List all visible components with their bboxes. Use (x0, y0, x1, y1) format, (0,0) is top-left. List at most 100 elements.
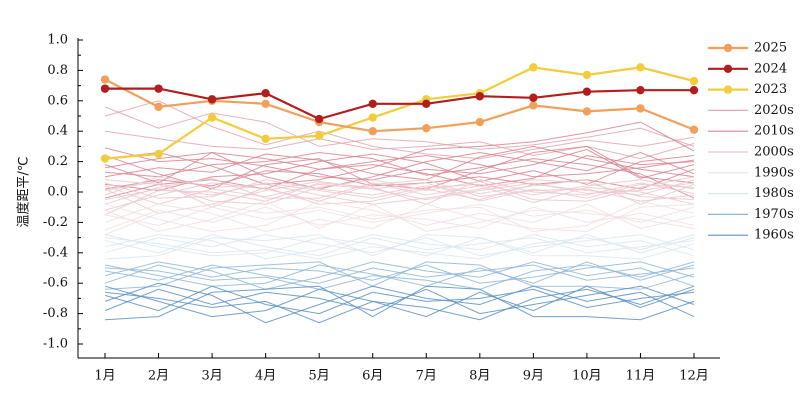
x-tick-label: 11月 (626, 369, 656, 384)
series-2025-point-7 (422, 123, 431, 133)
decade-1990s-line-5 (104, 200, 695, 233)
y-tick-label: 0.0 (47, 185, 68, 200)
x-tick-label: 10月 (572, 369, 602, 384)
legend: 2025 2024 2023 2020s 2010s 2000s 1990s 1980s 197… (708, 41, 794, 243)
series-2024-point-9 (529, 93, 538, 102)
y-tick-label: -0.4 (43, 245, 68, 260)
decade-1980s-line-5 (104, 234, 695, 260)
decade-1980s-line-4 (104, 234, 695, 260)
decade-2010s-line-6 (104, 151, 695, 199)
decade-2010s-line-2 (104, 145, 695, 181)
legend-label-2025: 2025 (754, 41, 787, 56)
legend-label-1960s: 1960s (754, 228, 794, 243)
series-2024-point-12 (689, 85, 699, 95)
x-tick-label: 7月 (416, 369, 437, 384)
series-2024-point-10 (582, 87, 592, 96)
series-2024-point-2 (154, 84, 163, 93)
decade-2010s-line-3 (104, 147, 695, 181)
decade-1960s-line-1 (104, 285, 695, 315)
decade-1980s-line-6 (104, 234, 695, 260)
series-2023-point-4 (261, 134, 270, 143)
decade-1960s-line-2 (104, 285, 695, 315)
series-2025-point-4 (261, 99, 270, 109)
y-axis-title: 温度距平/℃ (16, 157, 32, 228)
series-2023-point-11 (636, 63, 645, 72)
series-2023-point-5 (314, 131, 324, 140)
series-2025-point-12 (689, 125, 699, 134)
decade-1990s-line-6 (104, 200, 695, 236)
decade-1990s-line-4 (104, 203, 695, 233)
y-tick-label: -0.6 (43, 276, 68, 291)
decade-2000s-line-9 (104, 179, 695, 216)
x-tick-label: 6月 (362, 369, 383, 384)
series-2024-point-7 (422, 99, 431, 109)
series-2024-point-6 (368, 99, 377, 109)
legend-label-1990s: 1990s (754, 165, 794, 180)
legend-label-2020s: 2020s (754, 103, 794, 118)
series-2025-point-10 (582, 107, 592, 116)
y-tick-label: 0.6 (47, 93, 68, 108)
series-2023-point-2 (154, 149, 163, 159)
decade-2020s-line-3 (104, 130, 695, 160)
y-tick-label: 1.0 (47, 33, 68, 48)
series-2023-point-1 (100, 154, 110, 163)
decade-1970s-line-3 (104, 261, 695, 287)
legend-label-1980s: 1980s (754, 186, 794, 201)
x-tick-label: 4月 (255, 369, 276, 384)
y-tick-label: 0.2 (47, 154, 68, 169)
series-2024-point-5 (314, 114, 324, 124)
decade-2000s-line-4 (104, 176, 695, 205)
legend-marker-2024 (723, 64, 733, 74)
series-2024-point-3 (207, 95, 217, 104)
decade-1980s-line-1 (104, 234, 695, 257)
series-2024-point-1 (100, 84, 110, 93)
series-2024-point-4 (261, 89, 270, 98)
y-tick-label: -0.2 (43, 215, 68, 230)
decade-1960s-line-3 (104, 285, 695, 318)
decade-1960s-line-4 (104, 282, 695, 324)
x-tick-label: 1月 (94, 369, 115, 384)
decade-1960s-line-5 (104, 285, 695, 321)
legend-label-2024: 2024 (754, 61, 787, 76)
x-tick-label: 5月 (309, 369, 330, 384)
legend-label-1970s: 1970s (754, 207, 794, 222)
series-2023-point-9 (529, 63, 538, 72)
y-tick-label: 0.4 (47, 124, 68, 139)
legend-label-2000s: 2000s (754, 145, 794, 160)
series-2023-point-3 (207, 113, 217, 122)
series-2023-point-6 (368, 113, 377, 122)
series-2025-point-9 (529, 101, 538, 110)
decade-2010s-line-10 (104, 145, 695, 190)
series-2025-line (104, 78, 695, 133)
y-tick-label: -0.8 (43, 306, 68, 321)
x-tick-label: 3月 (201, 369, 222, 384)
series-2023-point-10 (582, 70, 592, 80)
series-2025-point-6 (368, 127, 377, 136)
decade-2000s-line-8 (104, 179, 695, 205)
axes-group: 1.0 0.8 0.6 0.4 0.2 0.0 -0.2 -0.4 -0.6 -0.8 -1.0 1月… (43, 33, 720, 384)
series-2024-point-8 (475, 92, 485, 101)
decade-2010s-line-5 (104, 121, 695, 185)
decade-2010s-line-9 (104, 154, 695, 199)
legend-label-2010s: 2010s (754, 124, 794, 139)
series-2025-point-2 (154, 102, 163, 112)
decade-lines-group (104, 100, 695, 324)
legend-label-2023: 2023 (754, 82, 787, 97)
series-2023-line (104, 66, 695, 160)
y-tick-label: -1.0 (43, 337, 68, 352)
series-2025-point-1 (100, 75, 110, 84)
series-2024-point-11 (636, 85, 645, 95)
decade-1970s-line-6 (104, 261, 695, 290)
decade-1960s-line-6 (104, 285, 695, 324)
series-2024-line (105, 87, 694, 121)
x-tick-label: 2月 (148, 369, 169, 384)
highlight-lines-group (100, 63, 699, 163)
decade-2000s-line-7 (104, 177, 695, 205)
series-2025-point-11 (636, 104, 645, 113)
legend-marker-2023 (723, 85, 733, 94)
x-tick-label: 12月 (679, 369, 709, 384)
decade-1970s-line-5 (104, 261, 695, 290)
x-tick-label: 9月 (523, 369, 544, 384)
decade-2000s-line-5 (104, 176, 695, 205)
